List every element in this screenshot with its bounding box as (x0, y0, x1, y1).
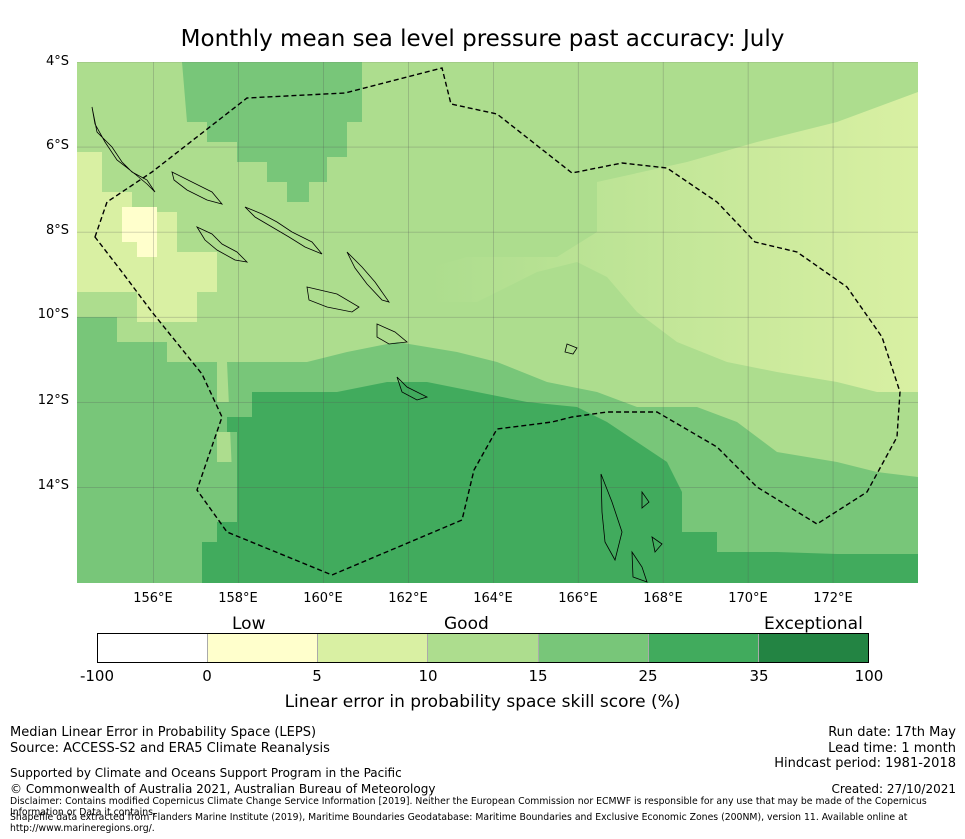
lon-label: 172°E (813, 591, 853, 606)
skill-region-moderate-north (182, 62, 362, 202)
coastlines (91, 106, 663, 583)
colorbar-swatch (538, 634, 649, 662)
colorbar-tick: -100 (79, 667, 115, 685)
skill-map-canvas (77, 62, 918, 583)
created-date: Created: 27/10/2021 (831, 782, 956, 796)
category-label-low: Low (232, 614, 266, 634)
lat-label: 14°S (37, 478, 69, 493)
footer-method: Median Linear Error in Probability Space… (10, 725, 317, 740)
footer-copyright: © Commonwealth of Australia 2021, Austra… (10, 782, 436, 796)
colorbar-tick: 25 (638, 667, 658, 685)
lat-label: 12°S (37, 393, 69, 408)
lat-label: 6°S (45, 138, 69, 153)
colorbar-swatch (428, 634, 539, 662)
category-label-good: Good (444, 614, 489, 634)
lead-time: Lead time: 1 month (828, 741, 956, 756)
colorbar-swatch (318, 634, 429, 662)
lat-label: 10°S (37, 307, 69, 322)
colorbar-label: Linear error in probability space skill … (284, 692, 681, 712)
colorbar-swatch (98, 634, 209, 662)
eez-boundary (94, 67, 901, 576)
lon-label: 158°E (218, 591, 258, 606)
footer-disclaimer: Disclaimer: Contains modified Copernicus… (10, 796, 927, 818)
colorbar-tick: 100 (854, 667, 884, 685)
colorbar-tick: 35 (749, 667, 769, 685)
map-title: Monthly mean sea level pressure past acc… (180, 26, 785, 52)
lon-label: 156°E (133, 591, 173, 606)
lon-label: 170°E (728, 591, 768, 606)
skill-region-high-south (202, 382, 918, 583)
lat-label: 4°S (45, 54, 69, 69)
colorbar-tick: 10 (418, 667, 438, 685)
lon-label: 164°E (473, 591, 513, 606)
footer-support: Supported by Climate and Oceans Support … (10, 766, 402, 780)
lon-label: 162°E (388, 591, 428, 606)
colorbar-tick: 0 (202, 667, 212, 685)
hindcast-period: Hindcast period: 1981-2018 (774, 756, 956, 771)
lon-label: 166°E (558, 591, 598, 606)
skill-map (77, 62, 918, 583)
skill-region-moderate-west (77, 317, 252, 583)
colorbar (97, 633, 869, 663)
footer-shapefile: Shapefile data extracted from Flanders M… (10, 812, 908, 834)
colorbar-tick: 15 (528, 667, 548, 685)
graticule (77, 62, 918, 583)
run-date: Run date: 17th May (828, 725, 956, 740)
footer-source: Source: ACCESS-S2 and ERA5 Climate Reana… (10, 741, 330, 756)
colorbar-tick: 5 (312, 667, 322, 685)
colorbar-swatch (648, 634, 759, 662)
colorbar-swatch (758, 634, 868, 662)
colorbar-swatch (208, 634, 319, 662)
lon-label: 168°E (643, 591, 683, 606)
category-label-exceptional: Exceptional (764, 614, 863, 634)
lat-label: 8°S (45, 223, 69, 238)
lon-label: 160°E (303, 591, 343, 606)
